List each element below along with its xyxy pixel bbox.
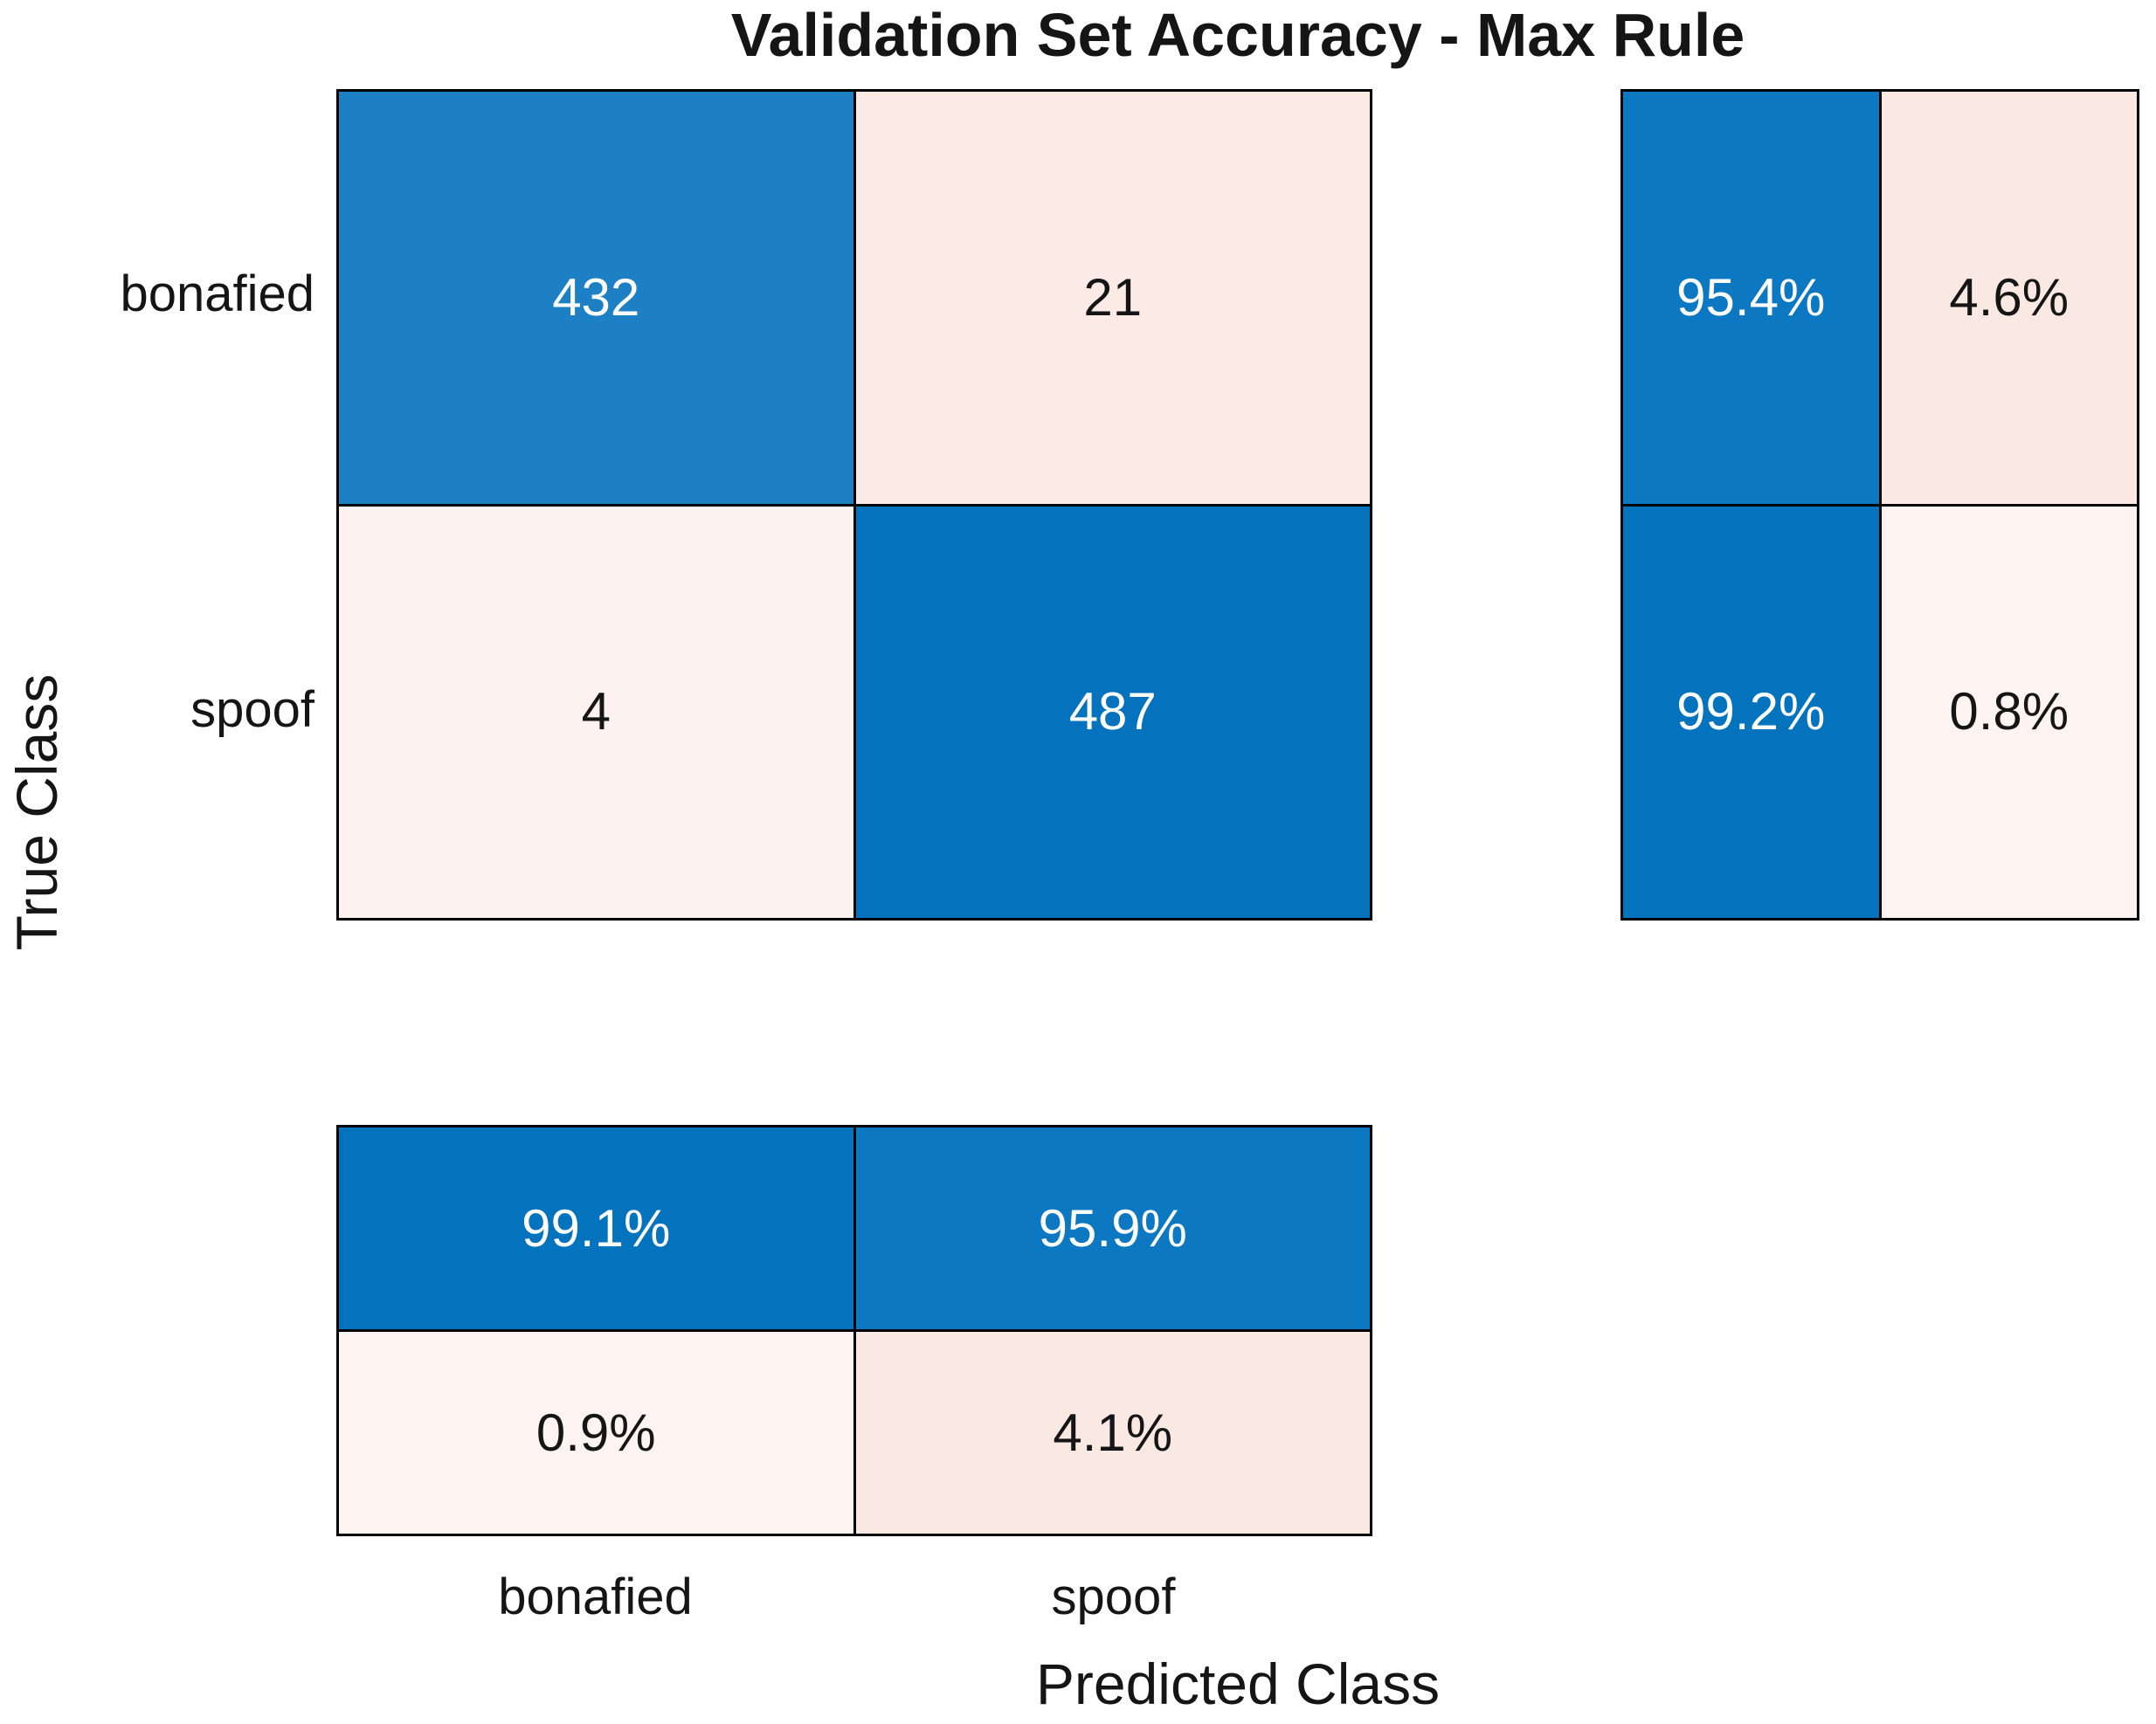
- col-summary-bonafied-correct: 99.1%: [339, 1127, 853, 1329]
- cell-true-bonafied-pred-spoof: 21: [855, 92, 1370, 504]
- col-summary-spoof-incorrect: 4.1%: [855, 1332, 1370, 1534]
- col-summary-spoof-correct: 95.9%: [855, 1127, 1370, 1329]
- x-axis-label: Predicted Class: [1035, 1652, 1441, 1716]
- column-summary-panel: 99.1% 95.9% 0.9% 4.1%: [336, 1125, 1372, 1536]
- row-summary-panel: 95.4% 4.6% 99.2% 0.8%: [1620, 89, 2139, 921]
- row-summary-spoof-correct: 99.2%: [1623, 506, 1879, 918]
- x-tick-bonafied: bonafied: [498, 1569, 693, 1625]
- row-summary-bonafied-incorrect: 4.6%: [1881, 92, 2137, 504]
- row-summary-bonafied-correct: 95.4%: [1623, 92, 1879, 504]
- row-summary-spoof-incorrect: 0.8%: [1881, 506, 2137, 918]
- cell-true-spoof-pred-spoof: 487: [855, 506, 1370, 918]
- x-tick-spoof: spoof: [1051, 1569, 1176, 1625]
- cell-true-spoof-pred-bonafied: 4: [339, 506, 853, 918]
- col-summary-bonafied-incorrect: 0.9%: [339, 1332, 853, 1534]
- cell-true-bonafied-pred-bonafied: 432: [339, 92, 853, 504]
- y-tick-bonafied: bonafied: [120, 265, 314, 322]
- y-tick-spoof: spoof: [190, 681, 314, 738]
- confusion-matrix-main-panel: 432 21 4 487: [336, 89, 1372, 921]
- chart-title: Validation Set Accuracy - Max Rule: [730, 1, 1745, 69]
